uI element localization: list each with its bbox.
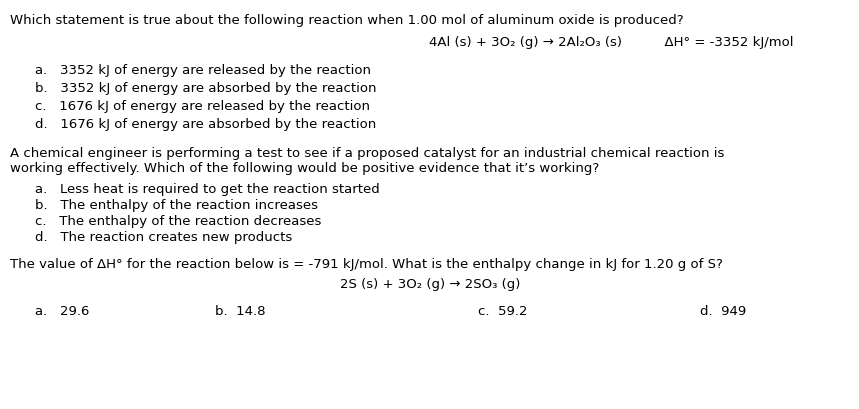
Text: d.   1676 kJ of energy are absorbed by the reaction: d. 1676 kJ of energy are absorbed by the… xyxy=(35,118,376,131)
Text: The value of ΔH° for the reaction below is = -791 kJ/mol. What is the enthalpy c: The value of ΔH° for the reaction below … xyxy=(10,258,723,271)
Text: c.   1676 kJ of energy are released by the reaction: c. 1676 kJ of energy are released by the… xyxy=(35,100,370,113)
Text: a.   Less heat is required to get the reaction started: a. Less heat is required to get the reac… xyxy=(35,183,380,196)
Text: c.  59.2: c. 59.2 xyxy=(478,305,527,318)
Text: a.   29.6: a. 29.6 xyxy=(35,305,89,318)
Text: b.  14.8: b. 14.8 xyxy=(215,305,265,318)
Text: d.  949: d. 949 xyxy=(700,305,746,318)
Text: b.   The enthalpy of the reaction increases: b. The enthalpy of the reaction increase… xyxy=(35,199,318,212)
Text: c.   The enthalpy of the reaction decreases: c. The enthalpy of the reaction decrease… xyxy=(35,215,321,228)
Text: working effectively. Which of the following would be positive evidence that it’s: working effectively. Which of the follow… xyxy=(10,162,600,175)
Text: a.   3352 kJ of energy are released by the reaction: a. 3352 kJ of energy are released by the… xyxy=(35,64,371,77)
Text: Which statement is true about the following reaction when 1.00 mol of aluminum o: Which statement is true about the follow… xyxy=(10,14,684,27)
Text: 4Al (s) + 3O₂ (g) → 2Al₂O₃ (s)          ΔH° = -3352 kJ/mol: 4Al (s) + 3O₂ (g) → 2Al₂O₃ (s) ΔH° = -33… xyxy=(429,36,794,49)
Text: b.   3352 kJ of energy are absorbed by the reaction: b. 3352 kJ of energy are absorbed by the… xyxy=(35,82,376,95)
Text: A chemical engineer is performing a test to see if a proposed catalyst for an in: A chemical engineer is performing a test… xyxy=(10,147,724,160)
Text: d.   The reaction creates new products: d. The reaction creates new products xyxy=(35,231,292,244)
Text: 2S (s) + 3O₂ (g) → 2SO₃ (g): 2S (s) + 3O₂ (g) → 2SO₃ (g) xyxy=(340,278,521,291)
